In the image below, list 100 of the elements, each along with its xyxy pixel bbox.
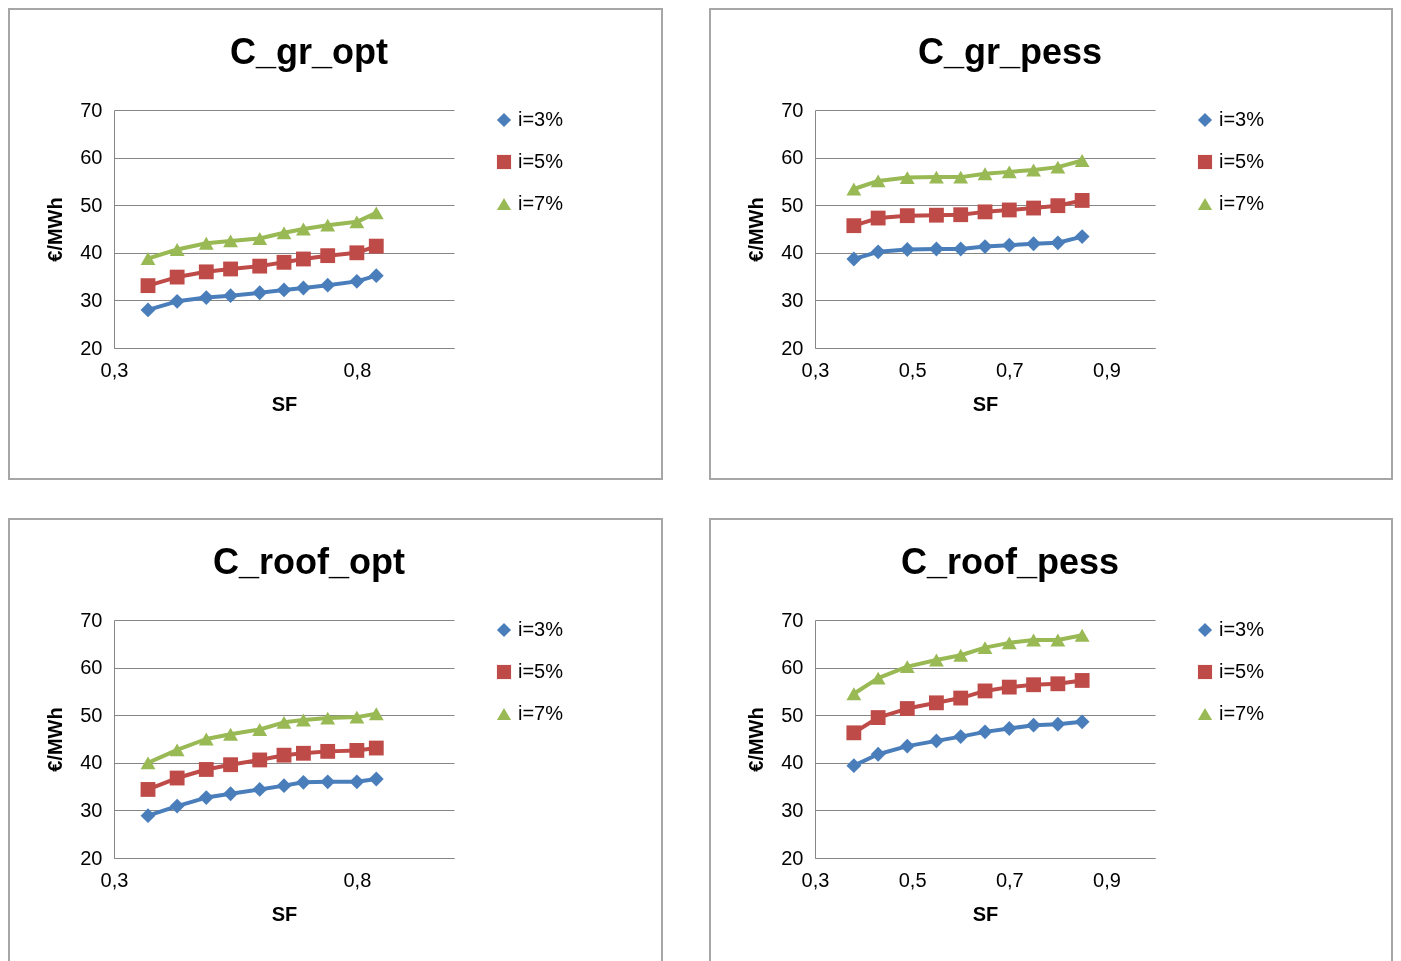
y-axis-title: €/MWh xyxy=(44,197,67,262)
point xyxy=(320,774,336,790)
chart-title: C_roof_opt xyxy=(213,541,405,582)
point xyxy=(1050,633,1066,647)
legend-label: i=7% xyxy=(1219,192,1265,214)
x-axis-title: SF xyxy=(271,902,298,925)
point xyxy=(953,648,969,662)
point xyxy=(368,238,384,254)
point xyxy=(349,743,365,758)
point xyxy=(276,282,292,298)
point xyxy=(368,206,384,220)
point xyxy=(1001,237,1017,253)
point xyxy=(198,762,214,777)
y-tick-label: 50 xyxy=(80,193,103,216)
point xyxy=(296,222,311,236)
point xyxy=(1074,628,1090,642)
point xyxy=(198,290,214,305)
point xyxy=(953,207,969,223)
point xyxy=(1074,193,1090,208)
legend-label: i=7% xyxy=(518,192,564,214)
y-tick-label: 50 xyxy=(80,703,103,726)
point xyxy=(296,251,311,267)
point xyxy=(899,242,915,257)
x-tick-label: 0,3 xyxy=(100,358,129,381)
y-tick-label: 50 xyxy=(781,703,804,726)
point xyxy=(1026,163,1041,177)
point xyxy=(140,252,156,265)
point xyxy=(276,747,292,763)
y-tick-label: 50 xyxy=(781,193,804,216)
y-tick-label: 40 xyxy=(80,751,103,774)
point xyxy=(846,182,862,196)
y-tick-label: 60 xyxy=(80,146,103,169)
point xyxy=(1026,717,1041,733)
point xyxy=(1050,198,1066,214)
chart-title: C_roof_pess xyxy=(900,541,1120,582)
point xyxy=(368,707,384,721)
point xyxy=(846,758,862,774)
point xyxy=(296,713,311,727)
point xyxy=(977,239,993,255)
point xyxy=(276,254,292,270)
point xyxy=(977,167,993,181)
point xyxy=(198,264,214,280)
point xyxy=(140,302,156,318)
point xyxy=(1001,636,1017,650)
point xyxy=(223,727,238,741)
point xyxy=(1026,633,1041,647)
point xyxy=(870,746,886,762)
point xyxy=(296,280,311,296)
point xyxy=(169,293,185,309)
x-tick-label: 0,8 xyxy=(343,358,372,381)
point xyxy=(276,715,292,729)
point xyxy=(169,243,185,256)
point xyxy=(1074,229,1090,245)
y-tick-label: 20 xyxy=(80,336,103,359)
point xyxy=(899,171,915,185)
point xyxy=(368,740,384,756)
legend-label: i=3% xyxy=(1219,108,1265,130)
point xyxy=(1074,154,1090,167)
y-tick-label: 30 xyxy=(781,798,804,821)
point xyxy=(349,273,365,289)
point xyxy=(320,248,336,264)
point xyxy=(977,724,993,740)
y-tick-label: 20 xyxy=(781,846,804,869)
point xyxy=(846,687,862,701)
point xyxy=(252,285,268,301)
x-tick-label: 0,3 xyxy=(801,358,830,381)
x-tick-label: 0,9 xyxy=(1093,868,1121,891)
point xyxy=(349,215,365,229)
y-tick-label: 30 xyxy=(80,798,103,821)
point xyxy=(1026,677,1041,693)
x-tick-label: 0,5 xyxy=(898,358,927,381)
legend-label: i=7% xyxy=(1219,702,1265,724)
point xyxy=(977,204,993,220)
legend-label: i=3% xyxy=(1219,618,1265,640)
x-axis-title: SF xyxy=(972,902,999,925)
x-axis-title: SF xyxy=(271,392,298,415)
point xyxy=(977,641,993,655)
chart-title: C_gr_opt xyxy=(229,31,389,72)
x-tick-label: 0,8 xyxy=(343,868,372,891)
point xyxy=(1050,235,1066,251)
y-tick-label: 40 xyxy=(80,241,103,264)
point xyxy=(252,232,268,245)
point xyxy=(368,268,384,284)
point xyxy=(223,288,238,304)
legend-label: i=5% xyxy=(518,150,564,172)
point xyxy=(899,738,915,754)
point xyxy=(899,208,915,224)
point xyxy=(1050,160,1066,174)
point xyxy=(252,723,268,736)
point xyxy=(953,170,969,184)
point xyxy=(296,774,311,790)
point xyxy=(169,743,185,757)
point xyxy=(349,774,365,790)
y-axis-title: €/MWh xyxy=(745,197,768,262)
x-tick-label: 0,9 xyxy=(1093,358,1121,381)
point xyxy=(1050,676,1066,692)
legend-label: i=5% xyxy=(1219,150,1265,172)
point xyxy=(223,786,238,802)
y-tick-label: 30 xyxy=(781,288,804,311)
y-tick-label: 70 xyxy=(80,98,103,121)
